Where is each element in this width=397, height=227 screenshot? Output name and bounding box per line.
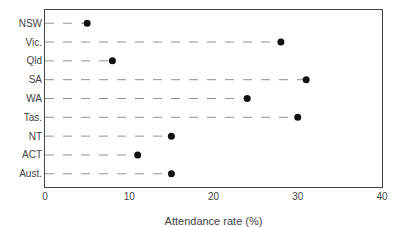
- svg-text:20: 20: [208, 191, 220, 202]
- svg-text:40: 40: [376, 191, 388, 202]
- svg-text:Tas.: Tas.: [24, 112, 42, 123]
- svg-text:30: 30: [292, 191, 304, 202]
- svg-text:ACT: ACT: [22, 149, 42, 160]
- svg-text:Aust.: Aust.: [19, 168, 42, 179]
- svg-text:Qld: Qld: [26, 55, 42, 66]
- svg-text:NSW: NSW: [19, 18, 43, 29]
- svg-text:NT: NT: [29, 131, 42, 142]
- svg-text:Vic.: Vic.: [26, 37, 43, 48]
- svg-text:0: 0: [42, 191, 48, 202]
- svg-text:WA: WA: [26, 93, 42, 104]
- svg-text:10: 10: [124, 191, 136, 202]
- svg-text:SA: SA: [29, 74, 43, 85]
- svg-text:Attendance rate (%): Attendance rate (%): [165, 215, 263, 227]
